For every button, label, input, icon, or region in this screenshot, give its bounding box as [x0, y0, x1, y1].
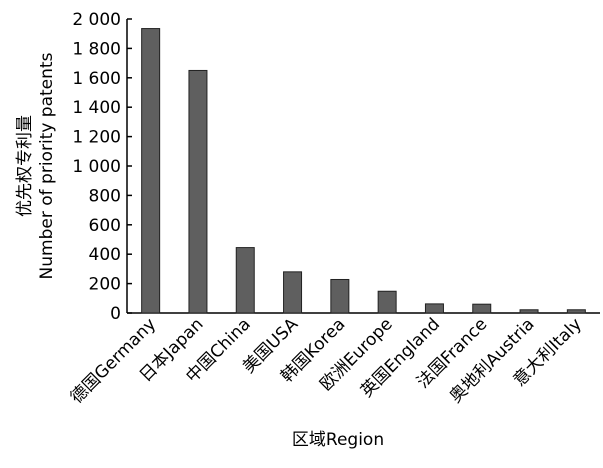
- bar: [566, 309, 586, 314]
- y-tick-label: 1 200: [72, 128, 121, 148]
- bar: [424, 303, 444, 314]
- y-tick-label: 800: [89, 186, 121, 206]
- bar: [283, 271, 303, 314]
- bar: [519, 309, 539, 314]
- y-tick-label: 0: [110, 304, 121, 324]
- bar: [141, 28, 161, 314]
- bar: [472, 303, 492, 314]
- y-tick-label: 1 000: [72, 157, 121, 177]
- y-tick-label: 1 400: [72, 98, 121, 118]
- y-tick-label: 600: [89, 216, 121, 236]
- y-tick-label: 2 000: [72, 10, 121, 30]
- y-tick-label: 1 800: [72, 39, 121, 59]
- y-tick-label: 1 600: [72, 69, 121, 89]
- y-tick-label: 200: [89, 275, 121, 295]
- bar: [235, 247, 255, 314]
- bar: [330, 278, 350, 314]
- x-axis-title: 区域Region: [292, 430, 384, 450]
- bar: [188, 69, 208, 314]
- y-axis-title: 优先权专利量: [15, 115, 35, 217]
- y-tick-label: 400: [89, 245, 121, 265]
- bar: [377, 290, 397, 314]
- y-axis-title: Number of priority patents: [37, 52, 57, 279]
